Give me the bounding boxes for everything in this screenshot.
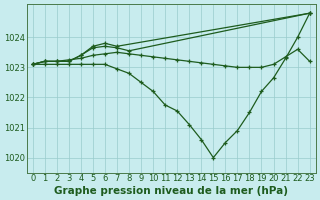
X-axis label: Graphe pression niveau de la mer (hPa): Graphe pression niveau de la mer (hPa) (54, 186, 288, 196)
